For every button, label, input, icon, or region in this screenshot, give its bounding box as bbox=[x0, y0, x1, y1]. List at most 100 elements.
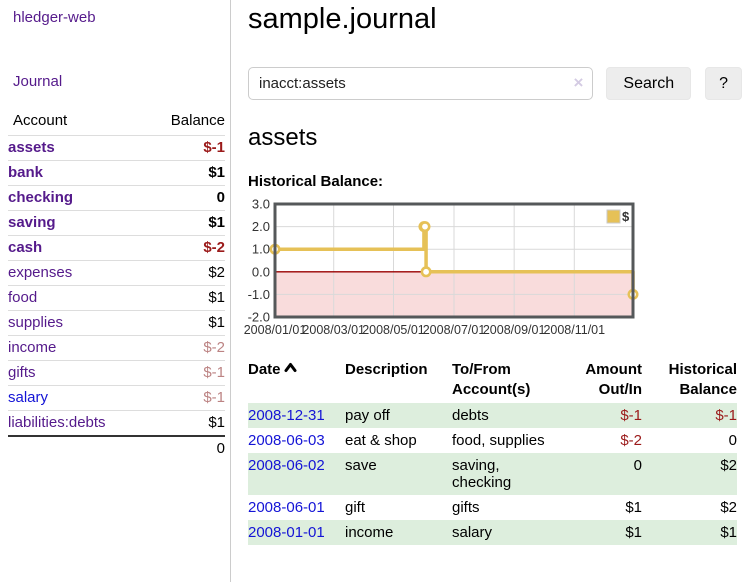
transaction-date-link[interactable]: 2008-01-01 bbox=[248, 524, 325, 541]
accounts-header-row: Account Balance bbox=[8, 109, 225, 136]
transaction-row: 2008-06-03 eat & shop food, supplies $-2 0 bbox=[248, 428, 737, 453]
account-cell: gifts bbox=[8, 360, 144, 386]
account-link[interactable]: checking bbox=[8, 189, 74, 206]
transaction-amount: $1 bbox=[625, 524, 642, 541]
svg-text:3.0: 3.0 bbox=[252, 198, 270, 212]
register-header-date[interactable]: Date bbox=[248, 357, 345, 403]
account-row: checking 0 bbox=[8, 185, 225, 211]
account-cell: checking bbox=[8, 185, 144, 211]
account-balance: $-1 bbox=[143, 360, 225, 386]
transaction-date-link[interactable]: 2008-06-03 bbox=[248, 432, 325, 449]
account-row: cash $-2 bbox=[8, 235, 225, 261]
account-link[interactable]: gifts bbox=[8, 364, 36, 381]
account-balance: $1 bbox=[143, 410, 225, 437]
transaction-row: 2008-01-01 income salary $1 $1 bbox=[248, 520, 737, 545]
svg-text:2.0: 2.0 bbox=[252, 219, 270, 234]
account-cell: bank bbox=[8, 160, 144, 186]
transaction-date: 2008-12-31 bbox=[248, 403, 345, 428]
help-button[interactable]: ? bbox=[705, 67, 742, 100]
transaction-amount: $-2 bbox=[620, 432, 642, 449]
account-link[interactable]: expenses bbox=[8, 264, 73, 281]
transaction-amount: $1 bbox=[625, 499, 642, 516]
account-link[interactable]: liabilities:debts bbox=[8, 414, 106, 431]
transaction-balance: $2 bbox=[720, 457, 737, 474]
account-balance: 0 bbox=[143, 185, 225, 211]
transaction-accounts: food, supplies bbox=[452, 432, 545, 449]
app-title-link[interactable]: hledger-web bbox=[13, 9, 96, 26]
accounts-table-body: assets $-1 bank $1 checking 0 saving $1 cash $-2 e… bbox=[8, 135, 225, 437]
account-link[interactable]: cash bbox=[8, 239, 43, 256]
account-link[interactable]: assets bbox=[8, 139, 55, 156]
transaction-balance: $2 bbox=[720, 499, 737, 516]
register-header-amount: Amount Out/In bbox=[585, 361, 642, 398]
transaction-row: 2008-06-01 gift gifts $1 $2 bbox=[248, 495, 737, 520]
account-balance: $2 bbox=[143, 260, 225, 286]
account-link[interactable]: income bbox=[8, 339, 57, 356]
transaction-description: gift bbox=[345, 499, 366, 516]
transaction-accounts: salary bbox=[452, 524, 493, 541]
account-cell: salary bbox=[8, 385, 144, 411]
transaction-date: 2008-06-02 bbox=[248, 453, 345, 495]
transaction-date: 2008-01-01 bbox=[248, 520, 345, 545]
sort-ascending-icon bbox=[284, 363, 297, 372]
account-balance: $-2 bbox=[143, 335, 225, 361]
account-cell: supplies bbox=[8, 310, 144, 336]
transaction-date-link[interactable]: 2008-12-31 bbox=[248, 407, 325, 424]
search-box: × bbox=[248, 67, 594, 100]
account-row: food $1 bbox=[8, 285, 225, 311]
account-cell: expenses bbox=[8, 260, 144, 286]
nav-journal-link[interactable]: Journal bbox=[13, 73, 63, 90]
account-balance: $1 bbox=[143, 310, 225, 336]
accounts-total-row: 0 bbox=[8, 435, 225, 461]
transaction-amount: $-1 bbox=[620, 407, 642, 424]
search-button[interactable]: Search bbox=[606, 67, 692, 100]
account-link[interactable]: food bbox=[8, 289, 38, 306]
register-table-body: 2008-12-31 pay off debts $-1 $-1 2008-06-03 ea… bbox=[248, 403, 737, 545]
accounts-header-balance: Balance bbox=[143, 109, 225, 136]
register-header-balance: Historical Balance bbox=[668, 361, 737, 398]
transaction-date-link[interactable]: 2008-06-01 bbox=[248, 499, 325, 516]
account-link[interactable]: saving bbox=[8, 214, 56, 231]
transaction-row: 2008-06-02 save saving, checking 0 $2 bbox=[248, 453, 737, 495]
account-link[interactable]: supplies bbox=[8, 314, 64, 331]
svg-text:0.0: 0.0 bbox=[252, 264, 270, 279]
accounts-header-account: Account bbox=[8, 109, 144, 136]
transaction-date: 2008-06-03 bbox=[248, 428, 345, 453]
account-heading: assets bbox=[248, 124, 318, 151]
register-header-accounts: To/From Account(s) bbox=[452, 361, 531, 398]
svg-text:1.0: 1.0 bbox=[252, 242, 270, 257]
transaction-description: save bbox=[345, 457, 377, 474]
account-link[interactable]: bank bbox=[8, 164, 44, 181]
transaction-date: 2008-06-01 bbox=[248, 495, 345, 520]
page-title: sample.journal bbox=[248, 3, 437, 35]
transaction-description: income bbox=[345, 524, 394, 541]
account-row: assets $-1 bbox=[8, 135, 225, 161]
search-input[interactable] bbox=[249, 68, 593, 99]
account-cell: cash bbox=[8, 235, 144, 261]
sidebar: hledger-web Journal Account Balance asse… bbox=[0, 0, 231, 582]
account-balance: $-1 bbox=[143, 385, 225, 411]
search-form: × Search ? bbox=[248, 67, 742, 100]
account-balance: $-2 bbox=[143, 235, 225, 261]
accounts-total-balance: 0 bbox=[143, 435, 225, 461]
account-link[interactable]: salary bbox=[8, 389, 49, 406]
account-row: gifts $-1 bbox=[8, 360, 225, 386]
account-cell: liabilities:debts bbox=[8, 410, 144, 437]
transaction-amount: 0 bbox=[633, 457, 642, 474]
account-balance: $1 bbox=[143, 160, 225, 186]
account-row: income $-2 bbox=[8, 335, 225, 361]
svg-text:2008/05/01: 2008/05/01 bbox=[362, 323, 425, 337]
clear-search-icon[interactable]: × bbox=[573, 73, 584, 92]
transaction-accounts: debts bbox=[452, 407, 489, 424]
register-header-row: Date Description To/From Account(s) Amou… bbox=[248, 357, 737, 403]
svg-text:2008/07/01: 2008/07/01 bbox=[423, 323, 486, 337]
transaction-description: eat & shop bbox=[345, 432, 417, 449]
accounts-table: Account Balance assets $-1 bank $1 checking 0… bbox=[8, 109, 225, 461]
account-balance: $1 bbox=[143, 210, 225, 236]
account-cell: saving bbox=[8, 210, 144, 236]
register-table: Date Description To/From Account(s) Amou… bbox=[248, 357, 737, 545]
account-row: bank $1 bbox=[8, 160, 225, 186]
transaction-date-link[interactable]: 2008-06-02 bbox=[248, 457, 325, 474]
account-balance: $-1 bbox=[143, 135, 225, 161]
